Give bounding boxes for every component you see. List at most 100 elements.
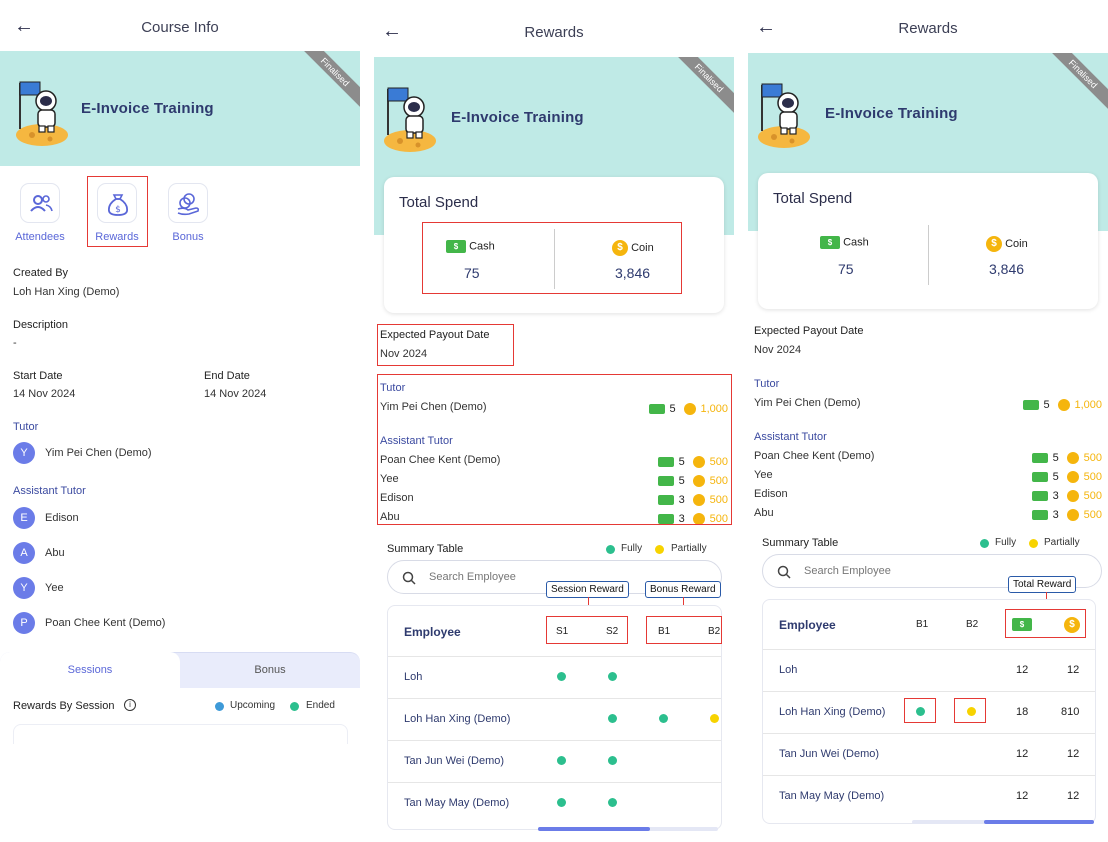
back-arrow-icon[interactable]: ← [14,15,34,37]
assistant-coin: 500 [709,512,728,525]
assistant-coin: 500 [1083,451,1102,464]
total-cash-icon [1012,618,1032,631]
payout-value: Nov 2024 [754,344,802,356]
session-card[interactable] [13,724,348,744]
coin-icon [693,512,706,525]
assistant-cash: 3 [1052,508,1059,521]
payout-value: Nov 2024 [380,348,428,360]
legend-ended-dot [290,702,299,711]
col-b1: B1 [916,619,929,630]
tutor-reward: 5 1,000 [648,400,728,418]
money-bag-icon: $ [107,194,129,216]
row-name[interactable]: Tan Jun Wei (Demo) [404,755,505,767]
page-title: Rewards [898,20,958,37]
row-name[interactable]: Tan May May (Demo) [404,797,510,809]
assistant-coin: 500 [709,474,728,487]
col-b1: B1 [658,626,671,637]
avatar: P [13,612,35,634]
row-cash: 18 [1016,706,1029,718]
row-divider [388,656,721,657]
bonus-label[interactable]: Bonus [172,231,204,243]
cash-icon [1022,399,1039,410]
bonus-button[interactable] [168,183,208,223]
assistant-name: Abu [754,507,774,519]
attendees-button[interactable] [20,183,60,223]
scrollbar-thumb[interactable] [538,827,650,831]
back-arrow-icon[interactable]: ← [382,20,402,42]
row-cash: 12 [1016,664,1029,676]
legend-upcoming-dot [215,702,224,711]
row-name[interactable]: Loh [404,671,423,683]
summary-table: Employee S1 S2 B1 B2 Loh Loh Han Xing (D… [387,605,722,830]
assistant-reward: 5 500 [658,472,728,490]
tutor-name[interactable]: Yim Pei Chen (Demo) [45,447,152,459]
back-arrow-icon[interactable]: ← [756,16,776,38]
assistant-name[interactable]: Abu [45,547,65,559]
row-divider [388,698,721,699]
assistant-name: Edison [380,492,414,504]
fully-dot [608,672,617,681]
scrollbar-thumb[interactable] [984,820,1094,824]
assistant-name: Poan Chee Kent (Demo) [380,454,501,466]
assistant-cash: 3 [1052,489,1059,502]
legend-fully: Fully [621,543,643,554]
search-placeholder: Search Employee [804,565,891,577]
assistant-cash: 5 [1052,451,1059,464]
row-name[interactable]: Loh [779,664,798,676]
assistant-name[interactable]: Edison [45,512,79,524]
coin-label: Coin [1005,238,1028,250]
cash-icon [658,494,675,505]
highlight-b1-dot [904,698,936,723]
payout-label: Expected Payout Date [380,329,490,341]
assistant-name: Yee [754,469,773,481]
row-name[interactable]: Loh Han Xing (Demo) [404,713,511,725]
row-name[interactable]: Loh Han Xing (Demo) [779,706,886,718]
cash-label: Cash [469,240,495,253]
search-icon [777,565,791,579]
tab-sessions[interactable]: Sessions [0,652,180,688]
course-title: E-Invoice Training [451,109,584,126]
assistant-name[interactable]: Yee [45,582,64,594]
legend-partially: Partially [1044,537,1080,548]
header-employee: Employee [404,625,461,639]
cash-icon [658,475,675,486]
cash-label: Cash [843,236,869,249]
assistant-coin: 500 [709,493,728,506]
legend-fully-dot [980,539,989,548]
assistant-name: Abu [380,511,400,523]
highlight-rewards [87,176,148,247]
avatar: E [13,507,35,529]
info-icon[interactable]: i [124,699,136,711]
svg-text:$: $ [115,205,121,215]
search-placeholder: Search Employee [429,571,516,583]
rewards-button[interactable]: $ [97,183,137,223]
row-name[interactable]: Tan Jun Wei (Demo) [779,748,880,760]
assistant-name[interactable]: Poan Chee Kent (Demo) [45,617,166,629]
cash-value: 75 [838,261,854,277]
tutor-cash: 5 [1043,398,1050,411]
assistant-cash: 3 [678,512,685,525]
attendees-label[interactable]: Attendees [15,231,65,243]
total-spend-title: Total Spend [399,194,479,211]
coin-icon [612,240,628,256]
payout-label: Expected Payout Date [754,325,864,337]
tutor-coin: 1,000 [1074,398,1102,411]
row-cash: 12 [1016,790,1029,802]
row-divider [763,775,1095,776]
divider [554,229,555,289]
assistant-coin: 500 [709,455,728,468]
coin-value: 3,846 [615,265,651,281]
tutor-coin: 1,000 [700,402,728,415]
tab-bonus[interactable]: Bonus [254,664,286,676]
finalised-ribbon: Finalised [291,51,360,116]
summary-table-label: Summary Table [387,543,464,555]
row-name[interactable]: Tan May May (Demo) [779,790,885,802]
assistant-reward: 3 500 [1032,487,1102,505]
created-by-label: Created By [13,267,69,279]
row-cash: 12 [1016,748,1029,760]
divider [928,225,929,285]
rewards-label[interactable]: Rewards [95,231,139,243]
legend-partially-dot [1029,539,1038,548]
tutor-label: Tutor [13,421,39,433]
header-employee: Employee [779,618,836,632]
